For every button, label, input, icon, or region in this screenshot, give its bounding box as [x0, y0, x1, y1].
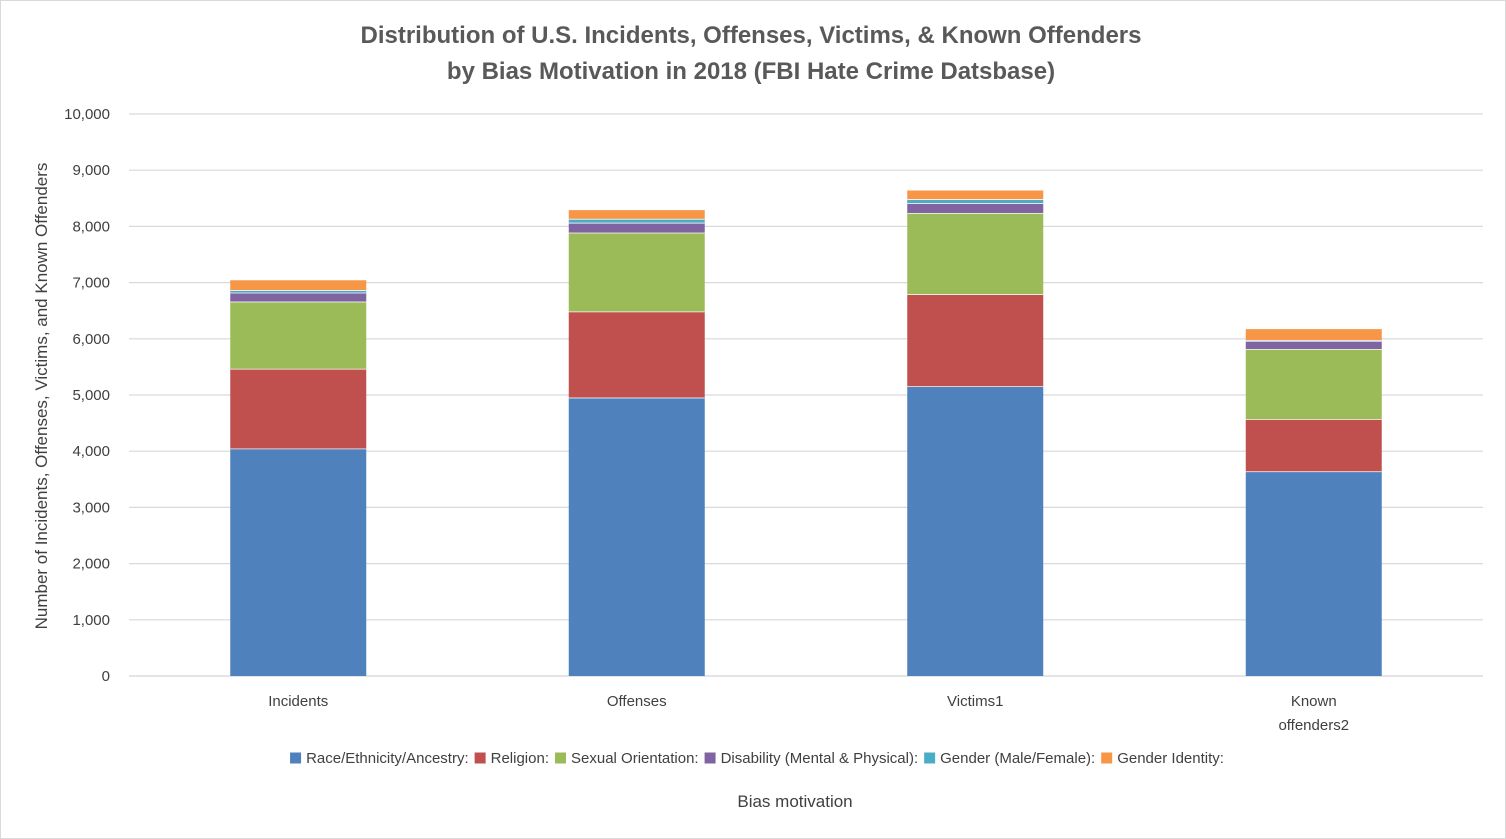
bar-segment — [230, 368, 367, 449]
legend-swatch — [474, 752, 486, 764]
bar-segment — [230, 448, 367, 676]
bar-segment — [230, 290, 367, 293]
bars — [230, 189, 1382, 676]
legend-label: Gender (Male/Female): — [940, 750, 1095, 767]
chart-title: Distribution of U.S. Incidents, Offenses… — [361, 22, 1142, 49]
bar-segment — [1245, 349, 1382, 419]
bar-segment — [907, 294, 1044, 387]
chart-subtitle: by Bias Motivation in 2018 (FBI Hate Cri… — [447, 58, 1055, 85]
x-tick-label: Offenses — [607, 693, 667, 710]
bar-segment — [230, 292, 367, 302]
x-tick-label: offenders2 — [1278, 717, 1349, 734]
x-axis-ticks: Incidents Offenses Victims1 Known offenders2 — [268, 693, 1349, 734]
y-tick-label: 9,000 — [72, 162, 110, 179]
x-tick-label: Incidents — [268, 693, 328, 710]
legend-label: Gender Identity: — [1117, 750, 1224, 767]
legend: Race/Ethnicity/Ancestry: Religion: Sexual … — [290, 750, 1224, 767]
legend-swatch — [290, 752, 302, 764]
legend-label: Sexual Orientation: — [571, 750, 699, 767]
bar-segment — [907, 189, 1044, 200]
y-tick-label: 0 — [102, 668, 110, 685]
bar-segment — [1245, 340, 1382, 350]
bar-segment — [907, 386, 1044, 676]
legend-label: Disability (Mental & Physical): — [721, 750, 919, 767]
bar-segment — [907, 213, 1044, 295]
y-tick-label: 10,000 — [64, 106, 110, 123]
legend-swatch — [924, 752, 936, 764]
bar-segment — [1245, 328, 1382, 341]
bar-segment — [907, 203, 1044, 214]
y-axis-ticks: 0 1,000 2,000 3,000 4,000 5,000 6,000 7,000 8,00… — [64, 106, 110, 685]
bar-segment — [568, 232, 705, 312]
bar-segment — [568, 209, 705, 219]
legend-swatch — [1101, 752, 1113, 764]
legend-label: Religion: — [491, 750, 549, 767]
bar-segment — [907, 199, 1044, 204]
y-tick-label: 4,000 — [72, 443, 110, 460]
y-tick-label: 3,000 — [72, 499, 110, 516]
y-tick-label: 5,000 — [72, 387, 110, 404]
legend-label: Race/Ethnicity/Ancestry: — [306, 750, 469, 767]
y-tick-label: 1,000 — [72, 612, 110, 629]
bar-segment — [230, 301, 367, 369]
bar-segment — [230, 279, 367, 291]
y-tick-label: 6,000 — [72, 331, 110, 348]
x-axis-label: Bias motivation — [737, 792, 852, 811]
legend-swatch — [704, 752, 716, 764]
bar-segment — [1245, 471, 1382, 676]
y-tick-label: 8,000 — [72, 218, 110, 235]
x-tick-label: Known — [1291, 693, 1337, 710]
legend-swatch — [555, 752, 566, 764]
x-tick-label: Victims1 — [947, 693, 1003, 710]
bar-segment — [568, 218, 705, 223]
bar-segment — [568, 222, 705, 233]
y-tick-label: 7,000 — [72, 275, 110, 292]
bar-segment — [1245, 418, 1382, 472]
y-tick-label: 2,000 — [72, 556, 110, 573]
y-axis-label: Number of Incidents, Offenses, Victims, … — [32, 163, 51, 630]
bar-segment — [568, 311, 705, 398]
bar-segment — [568, 397, 705, 676]
